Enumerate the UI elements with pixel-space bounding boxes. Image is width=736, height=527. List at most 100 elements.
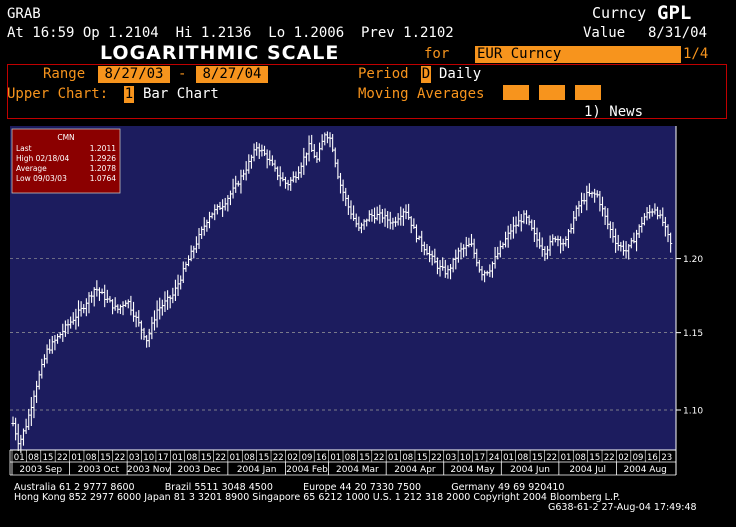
security-field[interactable]: EUR Curncy [475,46,681,63]
x-day-label: 22 [546,453,557,463]
x-day-label: 08 [186,453,197,463]
x-day-label: 01 [172,453,183,463]
x-day-label: 02 [287,453,298,463]
x-day-label: 16 [316,453,327,463]
moving-averages-label: Moving Averages [358,86,485,102]
period-label: Period [358,66,409,82]
x-day-label: 22 [604,453,615,463]
x-day-label: 15 [532,453,543,463]
x-month-label: 2004 Jul [569,465,606,475]
range-start-field[interactable]: 8/27/03 [98,66,170,83]
y-tick-label: 1.20 [683,255,703,265]
y-tick-label: 1.10 [683,406,703,416]
x-month-label: 2004 Jun [510,465,550,475]
footer-contacts-line1: Australia 61 2 9777 8600 Brazil 5511 304… [14,482,565,493]
stats-value-high: 1.2926 [90,154,116,163]
stats-label-last: Last [16,144,32,153]
footer-timestamp: G638-61-2 27-Aug-04 17:49:48 [548,502,697,513]
x-day-label: 02 [618,453,629,463]
moving-average-field-1[interactable] [503,85,529,100]
x-day-label: 09 [302,453,313,463]
stats-label-low: Low 09/03/03 [16,174,67,183]
x-month-label: 2003 Oct [78,465,120,475]
stats-box: CMN Last 1.2011 High 02/18/04 1.2926 Ave… [11,128,121,194]
x-month-label: 2003 Dec [177,465,220,475]
x-day-label: 22 [431,453,442,463]
settings-panel [7,64,727,119]
x-month-label: 2004 Apr [394,465,436,475]
function-name: GRAB [7,6,41,22]
ticker: GPL [657,2,692,24]
page-indicator[interactable]: 1/4 [683,46,709,62]
period-value: Daily [439,66,482,82]
x-day-label: 10 [143,453,154,463]
x-day-label: 17 [158,453,169,463]
x-day-label: 22 [215,453,226,463]
stats-value-low: 1.0764 [90,174,116,183]
x-day-label: 15 [201,453,212,463]
price-chart: 1.101.151.20 01 08 15 22 01 08 15 22 03 10 17 01 08 1… [9,126,703,476]
stats-value-average: 1.2078 [90,164,116,173]
x-day-label: 08 [402,453,413,463]
x-day-label: 01 [14,453,25,463]
period-code-field[interactable]: D [421,66,431,83]
x-day-label: 08 [86,453,97,463]
stats-title: CMN [57,133,74,142]
x-month-label: 2004 Jan [237,465,277,475]
x-month-label: 2004 Feb [286,465,328,475]
for-label: for [424,46,450,62]
x-day-label: 22 [57,453,68,463]
value-date: 8/31/04 [648,25,708,41]
footer-contacts-line2: Hong Kong 852 2977 6000 Japan 81 3 3201 … [14,492,621,503]
x-day-label: 22 [374,453,385,463]
x-day-label: 15 [43,453,54,463]
range-end-field[interactable]: 8/27/04 [196,66,268,83]
x-day-label: 01 [388,453,399,463]
x-day-label: 03 [446,453,457,463]
news-link[interactable]: 1) News [584,104,644,120]
price-bar [669,232,673,253]
x-day-label: 16 [647,453,658,463]
stats-label-average: Average [16,164,47,173]
x-day-label: 22 [115,453,126,463]
moving-average-field-2[interactable] [539,85,565,100]
stats-label-high: High 02/18/04 [16,154,70,163]
x-day-label: 15 [258,453,269,463]
x-day-label: 01 [230,453,241,463]
range-label: Range [43,66,86,82]
x-day-label: 15 [417,453,428,463]
upper-chart-label: Upper Chart: [7,86,109,102]
x-day-label: 08 [244,453,255,463]
x-day-label: 17 [474,453,485,463]
x-day-label: 01 [503,453,514,463]
x-day-label: 01 [561,453,572,463]
x-day-label: 03 [129,453,140,463]
x-day-label: 09 [633,453,644,463]
x-month-label: 2004 May [450,465,495,475]
upper-chart-code-field[interactable]: 1 [124,86,134,103]
x-day-label: 01 [330,453,341,463]
x-day-label: 08 [575,453,586,463]
moving-average-field-3[interactable] [575,85,601,100]
x-day-label: 15 [100,453,111,463]
x-day-label: 08 [345,453,356,463]
x-day-label: 15 [589,453,600,463]
x-day-label: 15 [359,453,370,463]
x-day-label: 10 [460,453,471,463]
x-day-label: 08 [517,453,528,463]
stats-value-last: 1.2011 [90,144,116,153]
security-type: Curncy [592,4,647,22]
x-day-label: 01 [71,453,82,463]
value-label: Value [583,25,626,41]
x-day-label: 08 [28,453,39,463]
x-month-label: 2004 Aug [624,465,667,475]
page-title: LOGARITHMIC SCALE [100,42,340,64]
y-tick-label: 1.15 [683,329,703,339]
x-month-label: 2003 Sep [19,465,62,475]
x-month-label: 2004 Mar [336,465,379,475]
upper-chart-value: Bar Chart [143,86,219,102]
x-day-label: 23 [661,453,672,463]
x-day-label: 24 [489,453,500,463]
quote-line: At 16:59 Op 1.2104 Hi 1.2136 Lo 1.2006 P… [7,25,454,41]
range-dash: - [178,66,187,82]
